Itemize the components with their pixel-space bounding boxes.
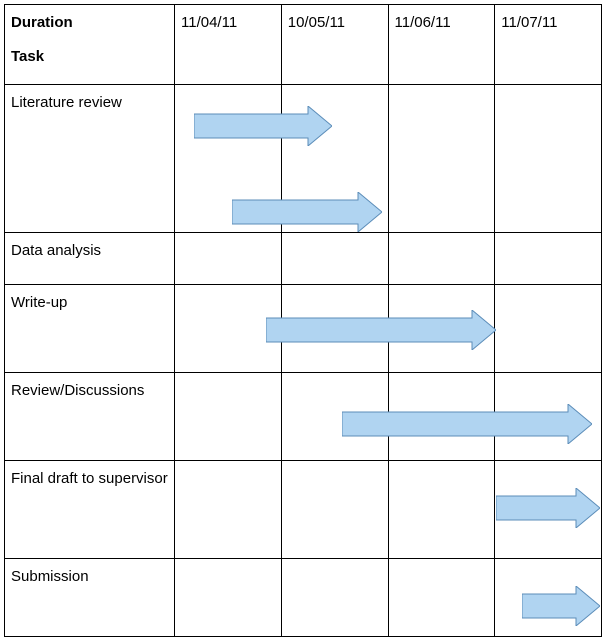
task-label-2: Write-up [5, 285, 175, 373]
cell [495, 285, 602, 373]
cell [495, 85, 602, 233]
cell [495, 233, 602, 285]
cell [281, 85, 388, 233]
cell [281, 559, 388, 637]
header-row: Duration Task 11/04/11 10/05/11 11/06/11… [5, 5, 602, 85]
row-submission: Submission [5, 559, 602, 637]
cell [388, 85, 495, 233]
row-write-up: Write-up [5, 285, 602, 373]
cell [495, 559, 602, 637]
cell [175, 461, 282, 559]
gantt-chart: Duration Task 11/04/11 10/05/11 11/06/11… [4, 4, 602, 637]
task-label-5: Submission [5, 559, 175, 637]
header-duration-label: Duration [11, 11, 168, 35]
header-date-1: 10/05/11 [281, 5, 388, 85]
cell [175, 373, 282, 461]
header-date-3: 11/07/11 [495, 5, 602, 85]
task-label-4: Final draft to supervisor [5, 461, 175, 559]
task-label-1: Data analysis [5, 233, 175, 285]
cell [175, 559, 282, 637]
row-review-discussions: Review/Discussions [5, 373, 602, 461]
task-label-0: Literature review [5, 85, 175, 233]
cell [281, 373, 388, 461]
cell [281, 233, 388, 285]
cell [388, 285, 495, 373]
cell [281, 285, 388, 373]
cell [281, 461, 388, 559]
row-data-analysis: Data analysis [5, 233, 602, 285]
row-final-draft: Final draft to supervisor [5, 461, 602, 559]
header-task-cell: Duration Task [5, 5, 175, 85]
header-date-2: 11/06/11 [388, 5, 495, 85]
header-task-label: Task [11, 45, 168, 69]
cell [175, 233, 282, 285]
cell [388, 233, 495, 285]
cell [495, 461, 602, 559]
cell [388, 461, 495, 559]
task-label-3: Review/Discussions [5, 373, 175, 461]
cell [175, 285, 282, 373]
cell [388, 373, 495, 461]
cell [495, 373, 602, 461]
row-literature-review: Literature review [5, 85, 602, 233]
cell [388, 559, 495, 637]
cell [175, 85, 282, 233]
header-date-0: 11/04/11 [175, 5, 282, 85]
gantt-grid: Duration Task 11/04/11 10/05/11 11/06/11… [4, 4, 602, 637]
